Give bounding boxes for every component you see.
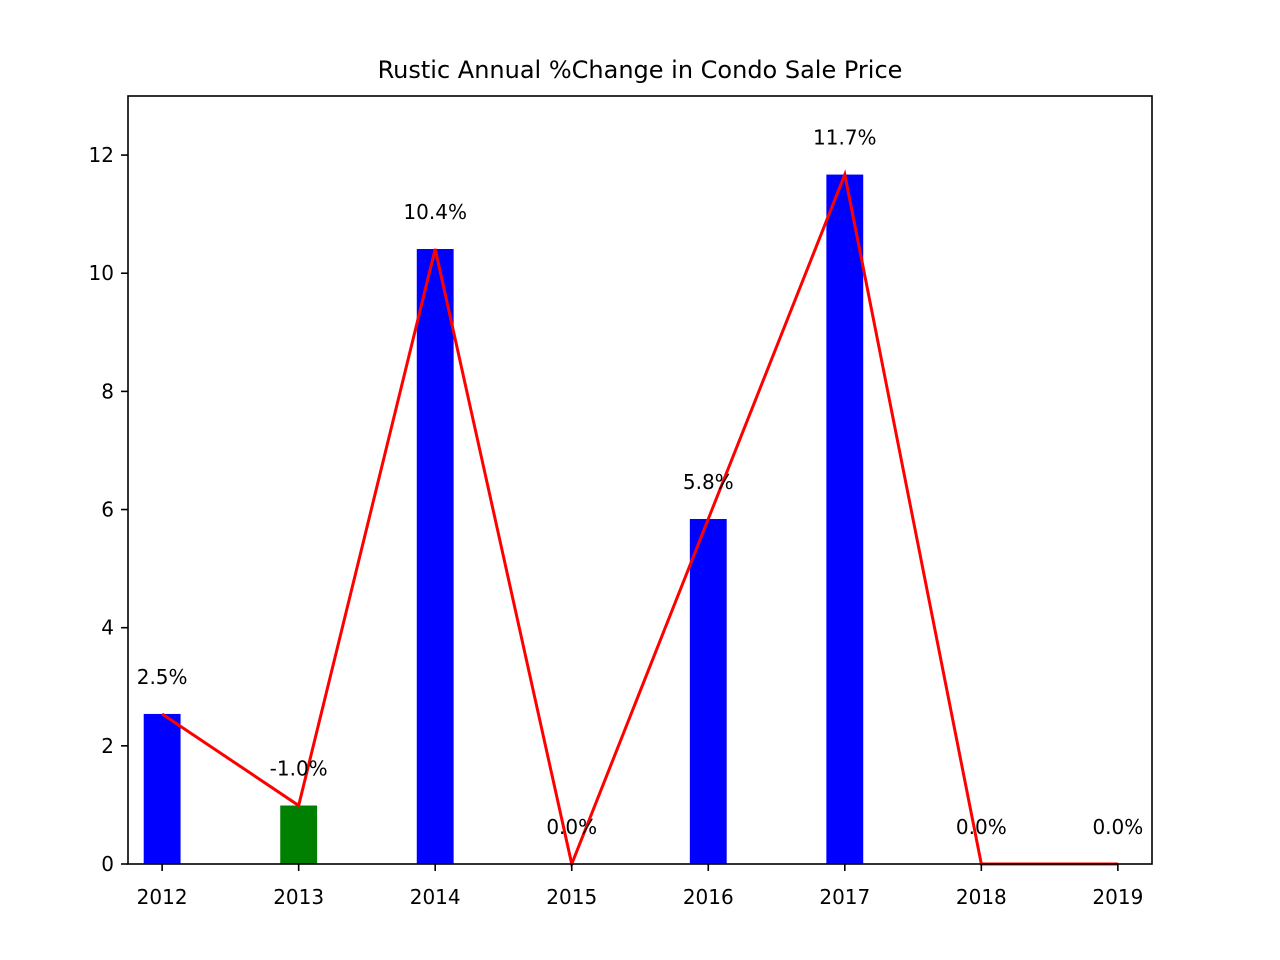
x-tick-label-2012: 2012	[137, 885, 188, 909]
y-tick-label-4: 4	[101, 616, 114, 640]
data-label-2019: 0.0%	[1092, 815, 1143, 839]
x-tick-label-2018: 2018	[956, 885, 1007, 909]
x-tick-label-2013: 2013	[273, 885, 324, 909]
bar-2014	[416, 249, 454, 865]
y-tick-label-8: 8	[101, 379, 114, 403]
y-tick-label-0: 0	[101, 852, 114, 876]
x-tick-label-2016: 2016	[683, 885, 734, 909]
data-label-2017: 11.7%	[813, 126, 877, 150]
data-label-2015: 0.0%	[546, 815, 597, 839]
plot-area: 2.5% -1.0% 10.4% 0.0% 5.8% 11.7% 0.0% 0.0% 0 2 4 6 8…	[89, 95, 1153, 909]
x-tick-label-2017: 2017	[819, 885, 870, 909]
bar-2017	[826, 174, 864, 864]
chart-title: Rustic Annual %Change in Condo Sale Pric…	[378, 56, 903, 84]
data-label-2013: -1.0%	[270, 757, 328, 781]
y-tick-label-10: 10	[89, 261, 114, 285]
x-tick-label-2014: 2014	[410, 885, 461, 909]
bar-2013	[280, 805, 318, 864]
data-label-2018: 0.0%	[956, 815, 1007, 839]
bar-2012	[143, 713, 181, 864]
data-label-2014: 10.4%	[403, 200, 467, 224]
axes-frame	[127, 95, 1153, 865]
data-label-2012: 2.5%	[137, 665, 188, 689]
data-label-2016: 5.8%	[683, 470, 734, 494]
bar-2016	[689, 518, 727, 864]
y-tick-label-2: 2	[101, 734, 114, 758]
trend-line	[161, 169, 1118, 870]
y-tick-label-6: 6	[101, 498, 114, 522]
x-tick-label-2015: 2015	[546, 885, 597, 909]
x-tick-label-2019: 2019	[1092, 885, 1143, 909]
y-tick-label-12: 12	[89, 143, 114, 167]
